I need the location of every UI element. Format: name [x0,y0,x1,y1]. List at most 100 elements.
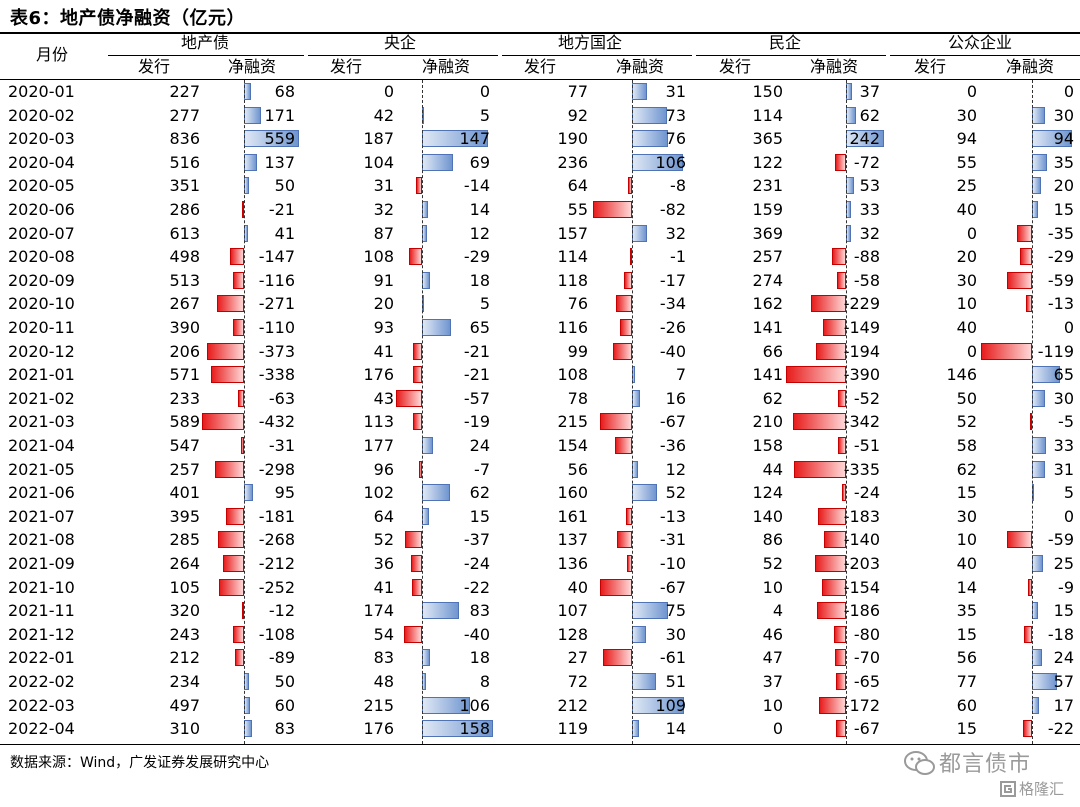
net-bar [408,248,422,266]
net-bar [614,437,632,454]
net-cell-private: 37 [859,82,880,101]
issue-cell-real-estate: 497 [169,695,200,715]
table-row: 2020-01 227 68 0 0 77 31 150 37 0 0 [0,80,1080,104]
issue-cell-local-soe: 27 [567,648,588,668]
net-cell-local-soe: 16 [665,388,686,408]
net-bar [201,413,244,431]
issue-cell-central-soe: 20 [373,294,394,314]
issue-cell-private: 140 [752,506,783,526]
issue-cell-public: 35 [956,601,977,621]
issue-cell-central-soe: 83 [373,648,394,668]
net-bar [1019,248,1032,266]
table-row: 2020-11 390 -110 93 65 116 -26 141 -149 40 0 [0,316,1080,340]
net-bar [235,649,244,667]
month-cell: 2020-03 [8,129,75,149]
net-bar [834,153,846,171]
group-underline [502,55,692,56]
net-cell-real-estate: 171 [264,105,295,125]
net-cell-public: 0 [1063,82,1074,101]
net-bar [226,507,244,525]
net-cell-real-estate: 137 [264,152,295,172]
net-cell-private: -88 [853,247,880,267]
net-bar [415,177,422,195]
issue-cell-central-soe: 41 [373,577,394,597]
net-header: 净融资 [227,57,276,76]
net-cell-public: 0 [1063,318,1074,337]
issue-cell-central-soe: 42 [373,105,394,125]
issue-cell-real-estate: 547 [169,436,200,455]
issue-cell-real-estate: 390 [169,318,200,337]
net-cell-local-soe: -61 [659,648,686,668]
net-cell-private: -172 [843,695,880,715]
net-cell-central-soe: -22 [463,577,490,597]
net-bar [619,319,632,336]
month-cell: 2021-03 [8,412,75,432]
net-cell-private: 33 [859,200,880,219]
table-row: 2021-08 285 -268 52 -37 137 -31 86 -140 10 -59 [0,528,1080,552]
issue-cell-private: 114 [752,105,783,125]
issue-cell-public: 15 [956,483,977,503]
issue-cell-central-soe: 174 [363,601,394,621]
month-cell: 2020-09 [8,270,75,290]
net-bar [233,319,244,336]
table-row: 2021-01 571 -338 176 -21 108 7 141 -390 146 65 [0,363,1080,387]
net-bar [617,531,632,549]
net-cell-central-soe: -21 [463,365,490,385]
net-bar [229,248,244,266]
net-cell-local-soe: -67 [659,577,686,597]
issue-cell-local-soe: 215 [557,412,588,432]
watermark-brand: 格隆汇 [1019,780,1065,798]
net-cell-real-estate: 60 [274,695,295,715]
top-rule [0,32,1080,34]
net-cell-central-soe: -7 [474,459,490,479]
net-cell-local-soe: -17 [659,270,686,290]
issue-cell-public: 0 [966,223,977,243]
month-cell: 2021-02 [8,388,75,408]
issue-cell-public: 50 [956,388,977,408]
issue-cell-real-estate: 613 [169,223,200,243]
source-note: 数据来源：Wind，广发证券发展研究中心 [10,755,270,771]
issue-cell-real-estate: 206 [169,341,200,361]
net-cell-central-soe: 14 [469,200,490,219]
net-cell-central-soe: -40 [463,624,490,644]
issue-cell-local-soe: 236 [557,152,588,172]
month-cell: 2021-08 [8,530,75,550]
net-cell-real-estate: -31 [268,436,295,455]
net-cell-central-soe: -37 [463,530,490,550]
issue-cell-public: 62 [956,459,977,479]
net-header: 净融资 [615,57,664,76]
net-bar [232,271,244,289]
issue-cell-real-estate: 310 [169,719,200,739]
issue-cell-local-soe: 108 [557,365,588,385]
table-row: 2020-07 613 41 87 12 157 32 369 32 0 -35 [0,222,1080,246]
net-cell-private: -70 [853,648,880,668]
month-cell: 2021-10 [8,577,75,597]
issue-cell-private: 257 [752,247,783,267]
table-row: 2021-09 264 -212 36 -24 136 -10 52 -203 40 25 [0,552,1080,576]
net-header: 净融资 [421,57,470,76]
month-cell: 2020-02 [8,105,75,125]
issue-cell-central-soe: 102 [363,483,394,503]
net-cell-public: -13 [1047,294,1074,314]
zero-axis [244,80,245,744]
issue-cell-private: 0 [772,719,783,739]
issue-cell-central-soe: 176 [363,365,394,385]
issue-cell-real-estate: 513 [169,270,200,290]
issue-cell-private: 231 [752,176,783,196]
net-cell-real-estate: 41 [274,223,295,243]
group-header-public: 公众企业 [947,33,1012,52]
group-header-local-soe: 地方国企 [557,33,622,52]
net-cell-private: -203 [843,554,880,573]
net-bar [835,720,846,738]
issue-cell-central-soe: 113 [363,412,394,432]
issue-cell-central-soe: 32 [373,200,394,219]
net-cell-public: 20 [1053,176,1074,196]
net-bar [1022,720,1032,738]
net-bar [824,531,846,549]
issue-cell-public: 30 [956,105,977,125]
net-cell-local-soe: -34 [659,294,686,314]
net-bar [628,177,632,195]
issue-cell-central-soe: 215 [363,695,394,715]
issue-cell-central-soe: 31 [373,176,394,196]
issue-cell-private: 124 [752,483,783,503]
